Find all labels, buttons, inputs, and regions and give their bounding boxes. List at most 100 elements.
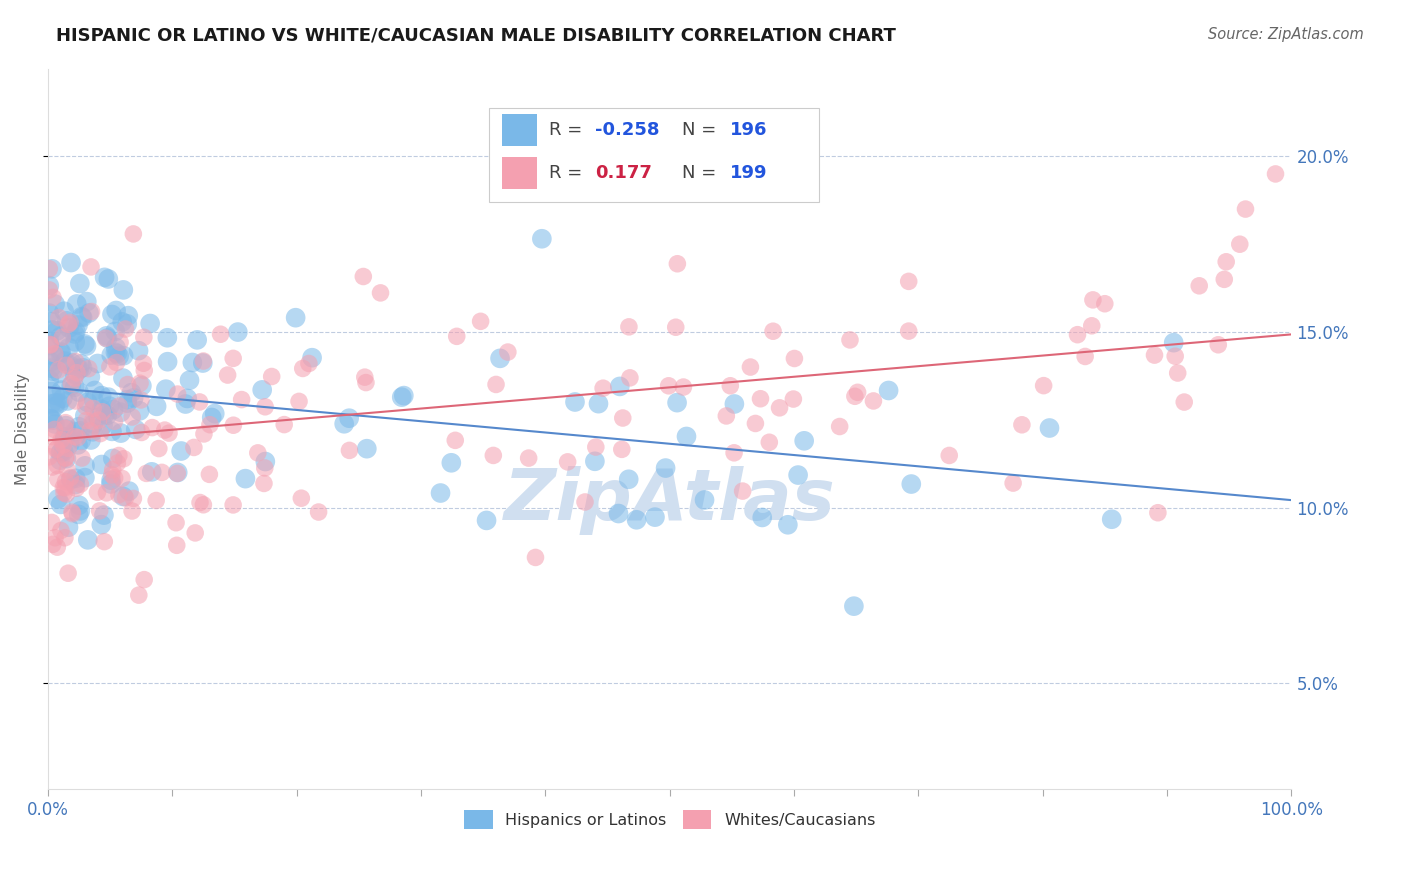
Point [222, 351, 245, 366]
Point [60, 255, 83, 269]
Point [49, 345, 72, 359]
Point [751, 510, 773, 524]
Point [86, 356, 108, 370]
Point [49, 497, 72, 511]
Point [79, 370, 101, 384]
Point [485, 377, 508, 392]
Point [80, 304, 103, 318]
Point [193, 354, 215, 368]
Point [38, 283, 60, 297]
Point [744, 417, 766, 431]
Point [188, 395, 211, 409]
Point [38, 278, 60, 293]
Point [90, 458, 112, 472]
Point [1264, 167, 1286, 181]
Point [65, 477, 87, 491]
Point [41, 460, 63, 475]
Point [111, 371, 134, 385]
Y-axis label: Male Disability: Male Disability [15, 373, 30, 484]
Point [198, 467, 221, 482]
Point [897, 274, 920, 288]
Point [55, 422, 77, 436]
Point [253, 461, 276, 475]
Point [176, 392, 198, 406]
Point [193, 426, 215, 441]
Point [105, 355, 128, 369]
Point [67, 508, 90, 522]
Point [111, 471, 134, 485]
Point [94, 331, 117, 345]
Point [49, 445, 72, 459]
Point [108, 449, 131, 463]
Point [181, 355, 204, 369]
Point [201, 410, 224, 425]
Point [139, 317, 162, 331]
Point [39, 337, 62, 351]
Point [254, 454, 277, 468]
Point [179, 373, 201, 387]
Point [42, 290, 65, 304]
Point [762, 324, 785, 338]
Point [288, 394, 311, 409]
Point [111, 315, 134, 329]
Point [609, 379, 631, 393]
Point [108, 399, 131, 413]
Point [723, 446, 745, 460]
Point [157, 426, 180, 441]
Point [100, 477, 122, 491]
Point [723, 397, 745, 411]
Point [787, 468, 810, 483]
Point [44, 422, 66, 436]
Point [97, 272, 120, 286]
Point [53, 304, 76, 318]
Point [672, 380, 695, 394]
Point [93, 270, 115, 285]
Point [82, 401, 104, 416]
Point [148, 442, 170, 456]
Point [145, 493, 167, 508]
Point [517, 451, 540, 466]
Point [489, 351, 512, 366]
Point [356, 442, 378, 456]
Point [63, 368, 86, 382]
Point [82, 425, 104, 439]
Point [55, 487, 77, 501]
Point [45, 396, 67, 410]
Point [153, 423, 176, 437]
Point [209, 327, 232, 342]
Point [188, 495, 211, 509]
Point [166, 467, 188, 481]
Point [100, 348, 122, 362]
Point [53, 354, 76, 368]
Point [46, 363, 69, 377]
Point [250, 383, 273, 397]
Point [98, 359, 121, 374]
Point [118, 484, 141, 499]
Point [90, 402, 112, 417]
Point [42, 364, 65, 378]
Point [897, 324, 920, 338]
Point [48, 367, 70, 381]
Point [67, 385, 90, 400]
Point [134, 573, 156, 587]
Point [72, 310, 94, 325]
Text: -0.258: -0.258 [595, 120, 659, 139]
Point [1081, 293, 1104, 307]
Point [44, 297, 66, 311]
Point [38, 261, 60, 276]
Point [112, 451, 135, 466]
Point [585, 440, 607, 454]
Point [846, 385, 869, 400]
Point [1163, 335, 1185, 350]
Point [46, 458, 69, 473]
Point [69, 277, 91, 291]
Point [38, 373, 60, 387]
Point [65, 325, 87, 339]
Point [89, 504, 111, 518]
Point [740, 359, 762, 374]
Point [96, 486, 118, 500]
Point [76, 294, 98, 309]
Point [877, 384, 900, 398]
Point [354, 376, 377, 390]
Point [77, 361, 100, 376]
